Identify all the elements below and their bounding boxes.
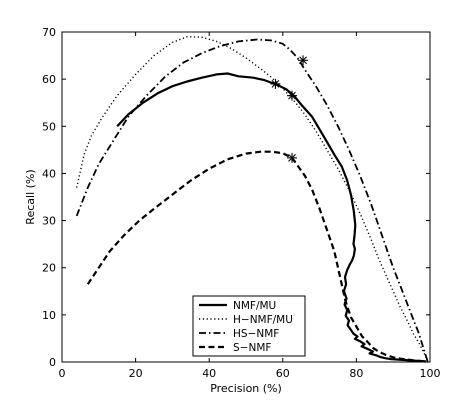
series-marker-hs-nmf [298, 55, 309, 66]
y-tick-label: 30 [42, 215, 56, 228]
ticks-layer: 0 20 40 60 80 100 0 10 20 30 40 50 60 70 [42, 26, 441, 380]
series-marker-nmf-mu [287, 90, 297, 101]
y-tick-label: 0 [49, 356, 56, 369]
x-tick-label: 80 [349, 367, 363, 380]
legend-label-h-nmf-mu: H−NMF/MU [233, 314, 293, 326]
y-tick-label: 70 [42, 26, 56, 39]
x-tick-label: 40 [202, 367, 216, 380]
x-axis-label: Precision (%) [210, 382, 282, 395]
legend-label-s-nmf: S−NMF [233, 342, 271, 354]
legend-label-hs-nmf: HS−NMF [233, 328, 279, 340]
x-tick-label: 20 [129, 367, 143, 380]
series-line-h-nmf-mu [76, 36, 429, 361]
y-axis-label: Recall (%) [24, 169, 37, 224]
series-line-nmf-mu [116, 72, 427, 363]
x-tick-label: 0 [59, 367, 66, 380]
series-line-s-nmf [86, 150, 429, 363]
y-tick-label: 20 [42, 262, 56, 275]
y-tick-label: 50 [42, 120, 56, 133]
markers-layer [270, 55, 309, 163]
series-line-hs-nmf [75, 38, 429, 361]
y-tick-label: 10 [42, 309, 56, 322]
series-marker-h-nmf-mu [270, 78, 281, 89]
plot-frame [61, 31, 431, 363]
series-marker-s-nmf [287, 152, 297, 163]
y-tick-label: 40 [42, 167, 56, 180]
curves-layer [75, 36, 429, 363]
x-tick-label: 100 [420, 367, 441, 380]
legend-label-nmf-mu: NMF/MU [233, 300, 276, 312]
y-tick-label: 60 [42, 73, 56, 86]
legend: NMF/MU H−NMF/MU HS−NMF S−NMF [192, 295, 306, 357]
x-tick-label: 60 [276, 367, 290, 380]
